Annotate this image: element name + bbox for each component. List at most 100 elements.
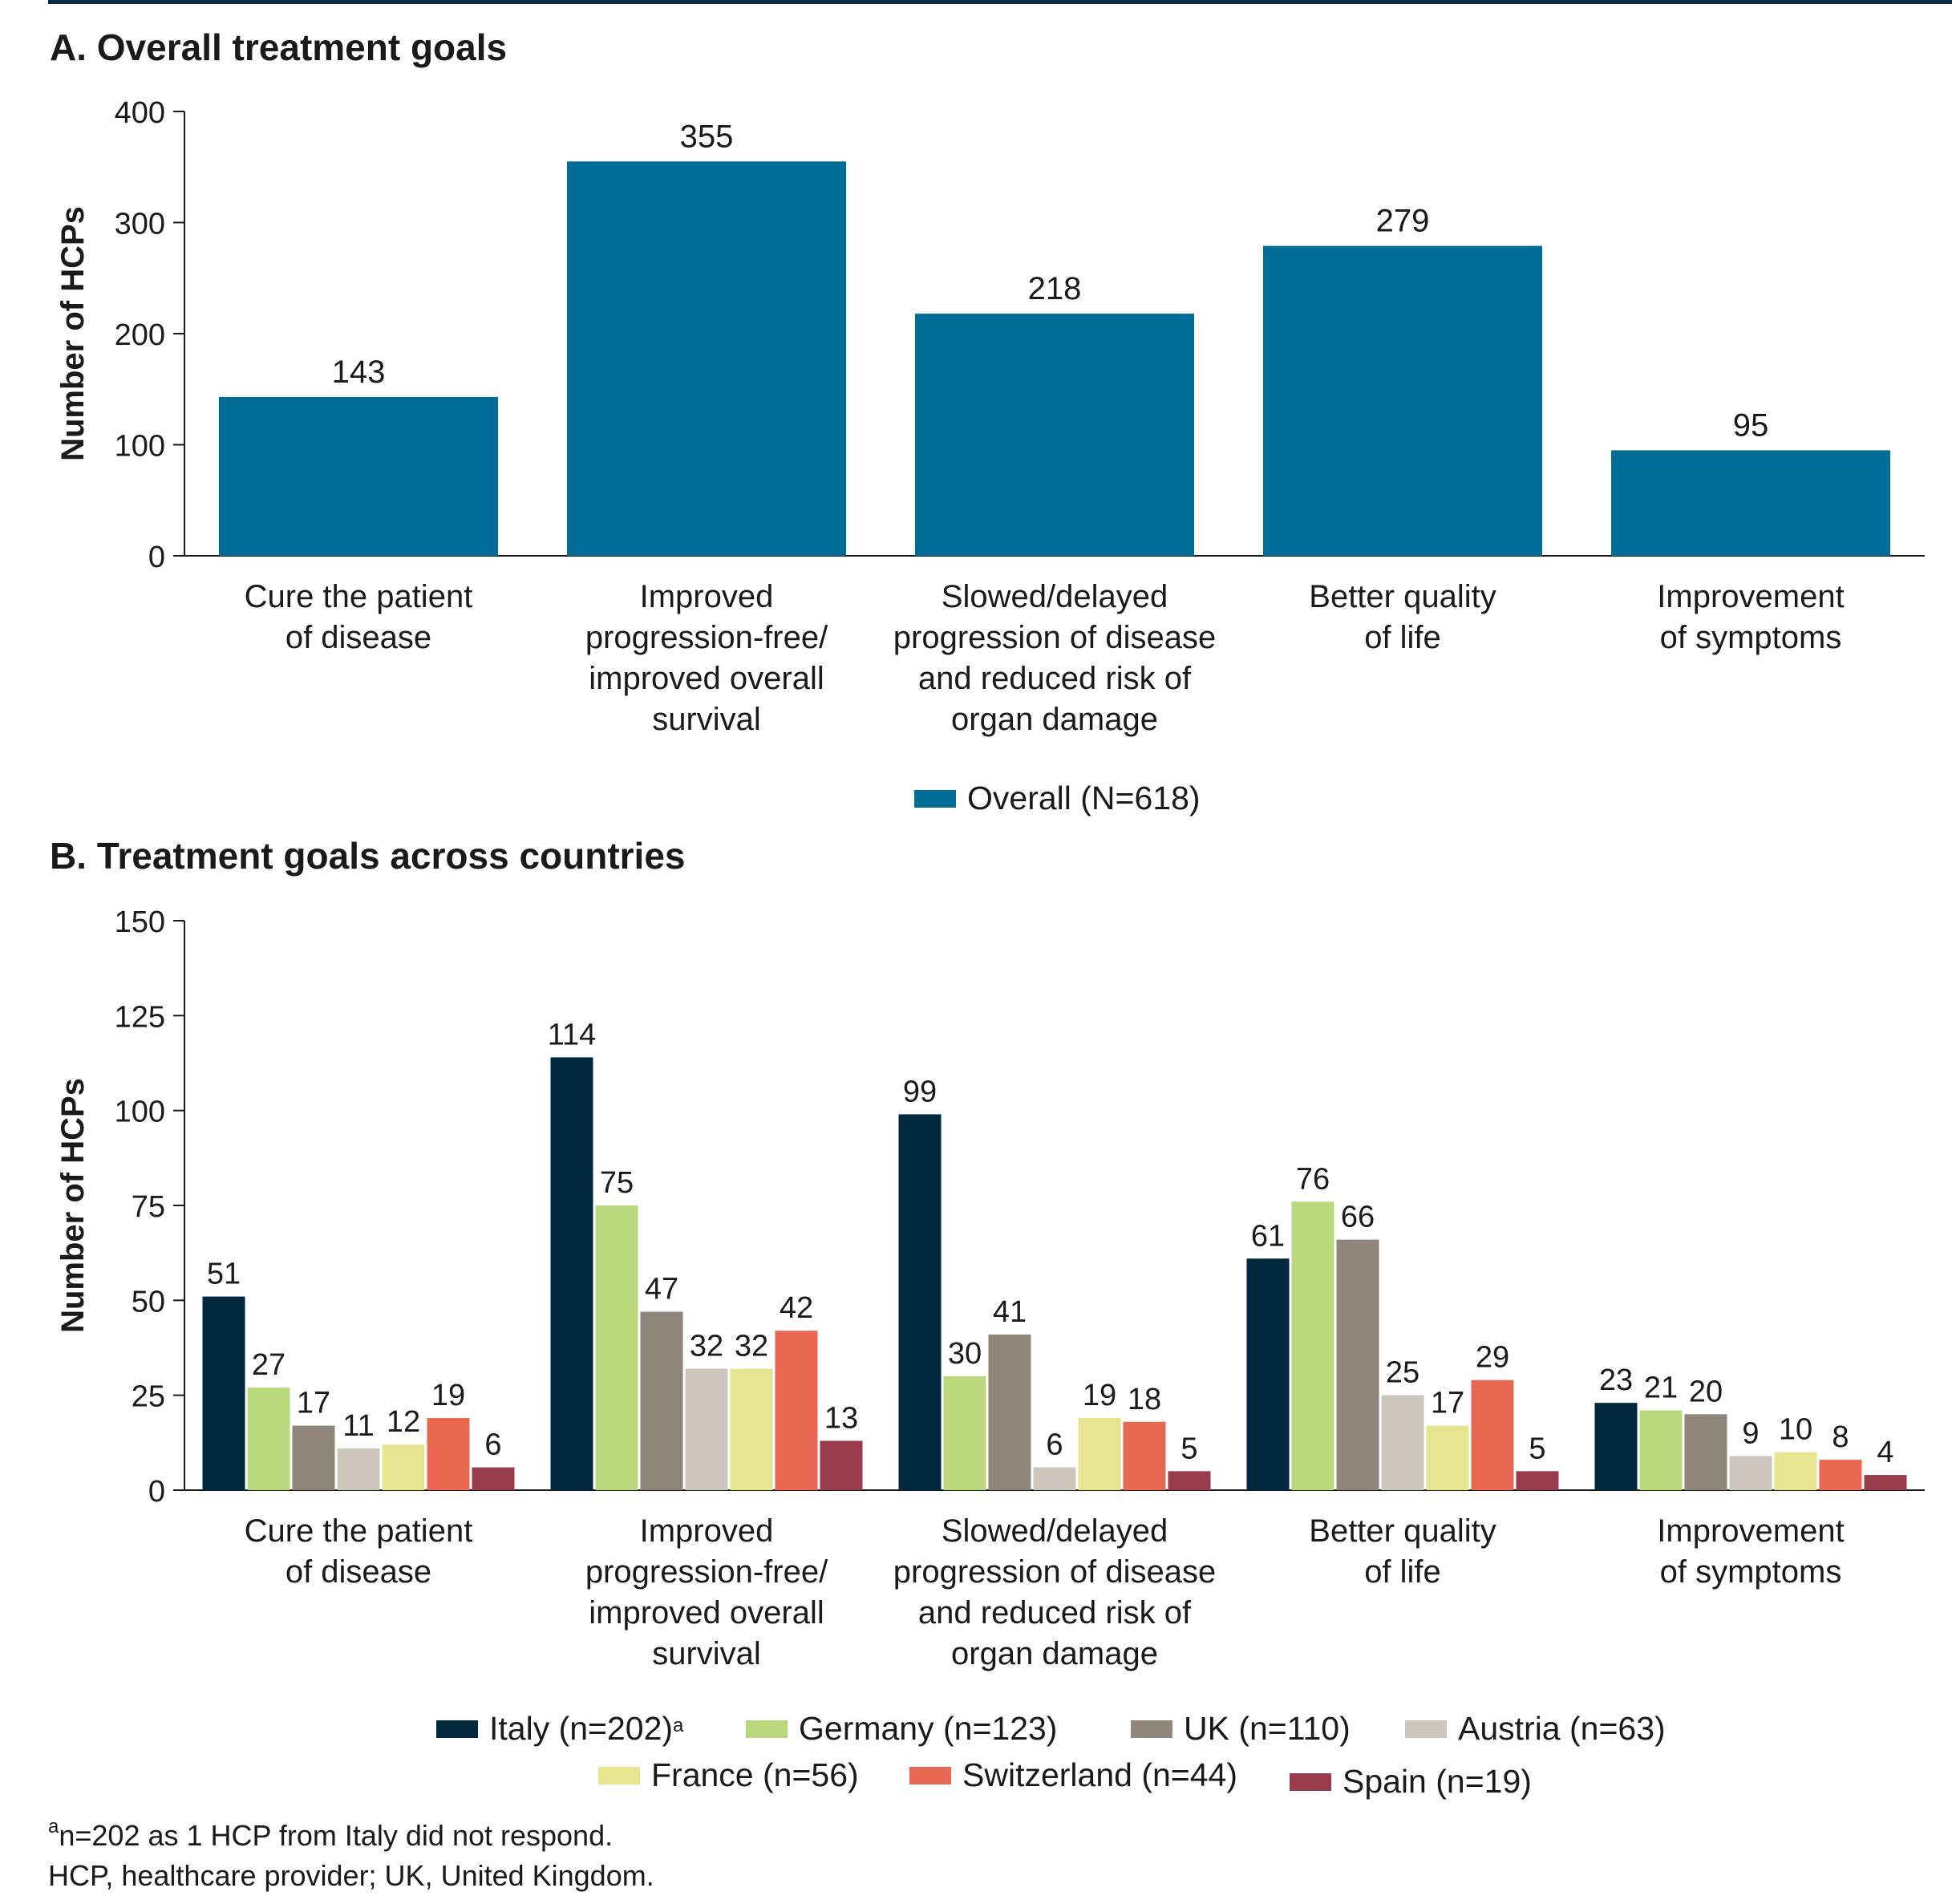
legend-swatch-switzerland (909, 1766, 951, 1784)
legend-swatch-austria (1405, 1720, 1447, 1738)
y-tick-label: 100 (115, 1096, 165, 1129)
bar (820, 1440, 863, 1490)
data-label: 25 (1386, 1356, 1419, 1390)
footnote-italy-text: n=202 as 1 HCP from Italy did not respon… (59, 1819, 614, 1852)
x-tick-label: Improved (640, 579, 774, 614)
data-label: 11 (342, 1409, 374, 1443)
bar (1684, 1414, 1727, 1490)
y-tick-label: 100 (115, 430, 165, 464)
data-label: 10 (1779, 1413, 1812, 1447)
bar (1336, 1239, 1379, 1490)
data-label: 51 (207, 1258, 241, 1291)
data-label: 8 (1832, 1420, 1849, 1454)
legend-item-spain: Spain (n=19) (1290, 1763, 1532, 1801)
x-tick-label: progression-free/ (585, 1554, 828, 1590)
bar (640, 1311, 683, 1490)
data-label: 355 (680, 119, 734, 154)
data-label: 279 (1376, 204, 1430, 239)
bar (472, 1467, 515, 1490)
data-label: 17 (1431, 1387, 1464, 1420)
x-tick-label: of symptoms (1660, 1554, 1842, 1590)
bar (1123, 1421, 1166, 1490)
data-label: 76 (1296, 1162, 1330, 1196)
footnote-abbreviations: HCP, healthcare provider; UK, United Kin… (48, 1859, 654, 1892)
bar (775, 1331, 818, 1490)
bar (1078, 1418, 1121, 1490)
y-tick-label: 200 (115, 318, 165, 352)
legend-item-uk: UK (n=110) (1131, 1710, 1351, 1748)
chart-a-title: A. Overall treatment goals (50, 26, 508, 68)
data-label: 218 (1028, 271, 1082, 306)
x-tick-label: and reduced risk of (918, 1595, 1192, 1631)
y-tick-label: 125 (115, 1000, 165, 1034)
data-label: 5 (1181, 1432, 1197, 1465)
bar (1381, 1395, 1424, 1490)
bar (943, 1376, 986, 1490)
data-label: 42 (780, 1291, 813, 1325)
y-tick-label: 150 (115, 905, 165, 939)
legend-label-overall: Overall (N=618) (967, 780, 1201, 816)
data-label: 4 (1877, 1436, 1893, 1469)
bar (1246, 1258, 1290, 1490)
bar (1426, 1425, 1469, 1490)
bar (292, 1425, 335, 1490)
data-label: 13 (824, 1401, 858, 1435)
legend-item-italy: Italy (n=202) a (436, 1710, 683, 1748)
data-label: 29 (1476, 1341, 1509, 1375)
bar (898, 1114, 942, 1490)
legend-item-france: France (n=56) (598, 1756, 859, 1794)
x-tick-label: survival (652, 702, 761, 737)
legend-label-uk: UK (n=110) (1184, 1710, 1351, 1747)
bar (567, 161, 846, 556)
x-tick-label: of life (1364, 1554, 1441, 1590)
data-label: 21 (1644, 1371, 1678, 1405)
bar (202, 1296, 245, 1490)
legend-label-austria: Austria (n=63) (1458, 1710, 1666, 1747)
legend-item-austria: Austria (n=63) (1405, 1710, 1666, 1748)
data-label: 99 (903, 1075, 937, 1108)
x-tick-label: Improved (640, 1513, 774, 1549)
legend-swatch-uk (1131, 1720, 1172, 1738)
x-tick-label: progression of disease (893, 1554, 1216, 1590)
bar (915, 314, 1194, 556)
bar (1291, 1201, 1334, 1490)
bar (1819, 1460, 1862, 1490)
data-label: 27 (252, 1348, 286, 1382)
y-tick-label: 50 (132, 1285, 165, 1319)
footnote-italy: an=202 as 1 HCP from Italy did not respo… (48, 1816, 614, 1853)
legend-label-italy: Italy (n=202) (489, 1710, 674, 1747)
bar (247, 1387, 290, 1490)
bar (1168, 1471, 1211, 1490)
data-label: 19 (431, 1379, 465, 1412)
y-tick-label: 300 (115, 208, 165, 241)
bar (337, 1448, 380, 1490)
legend-swatch-overall (914, 789, 956, 808)
x-tick-label: organ damage (951, 1636, 1158, 1671)
bar (988, 1334, 1031, 1490)
x-tick-label: progression-free/ (585, 620, 828, 655)
legend-swatch-spain (1290, 1772, 1331, 1791)
x-tick-label: Cure the patient (245, 579, 473, 614)
bar (595, 1205, 638, 1490)
y-tick-label: 25 (132, 1380, 165, 1414)
bar (1033, 1467, 1076, 1490)
x-tick-label: of life (1364, 620, 1441, 655)
legend-item-germany: Germany (n=123) (746, 1710, 1057, 1748)
y-axis-label: Number of HCPs (55, 1078, 91, 1333)
data-label: 20 (1689, 1375, 1723, 1408)
chart-a-overall: 0 100 200 300 400 Number of HCPs 143 Cure the p… (55, 96, 1925, 737)
data-label: 5 (1529, 1432, 1545, 1465)
data-label: 47 (645, 1273, 678, 1306)
data-label: 23 (1599, 1363, 1633, 1397)
data-label: 12 (387, 1405, 420, 1439)
bar (1263, 245, 1542, 556)
footnote-superscript: a (48, 1816, 59, 1837)
data-label: 30 (948, 1337, 982, 1371)
x-tick-label: improved overall (589, 661, 824, 696)
x-tick-label: and reduced risk of (918, 661, 1192, 696)
x-tick-label: Slowed/delayed (942, 579, 1168, 614)
data-label: 19 (1083, 1379, 1116, 1412)
legend-swatch-france (598, 1766, 640, 1784)
legend-label-switzerland: Switzerland (n=44) (962, 1756, 1237, 1793)
